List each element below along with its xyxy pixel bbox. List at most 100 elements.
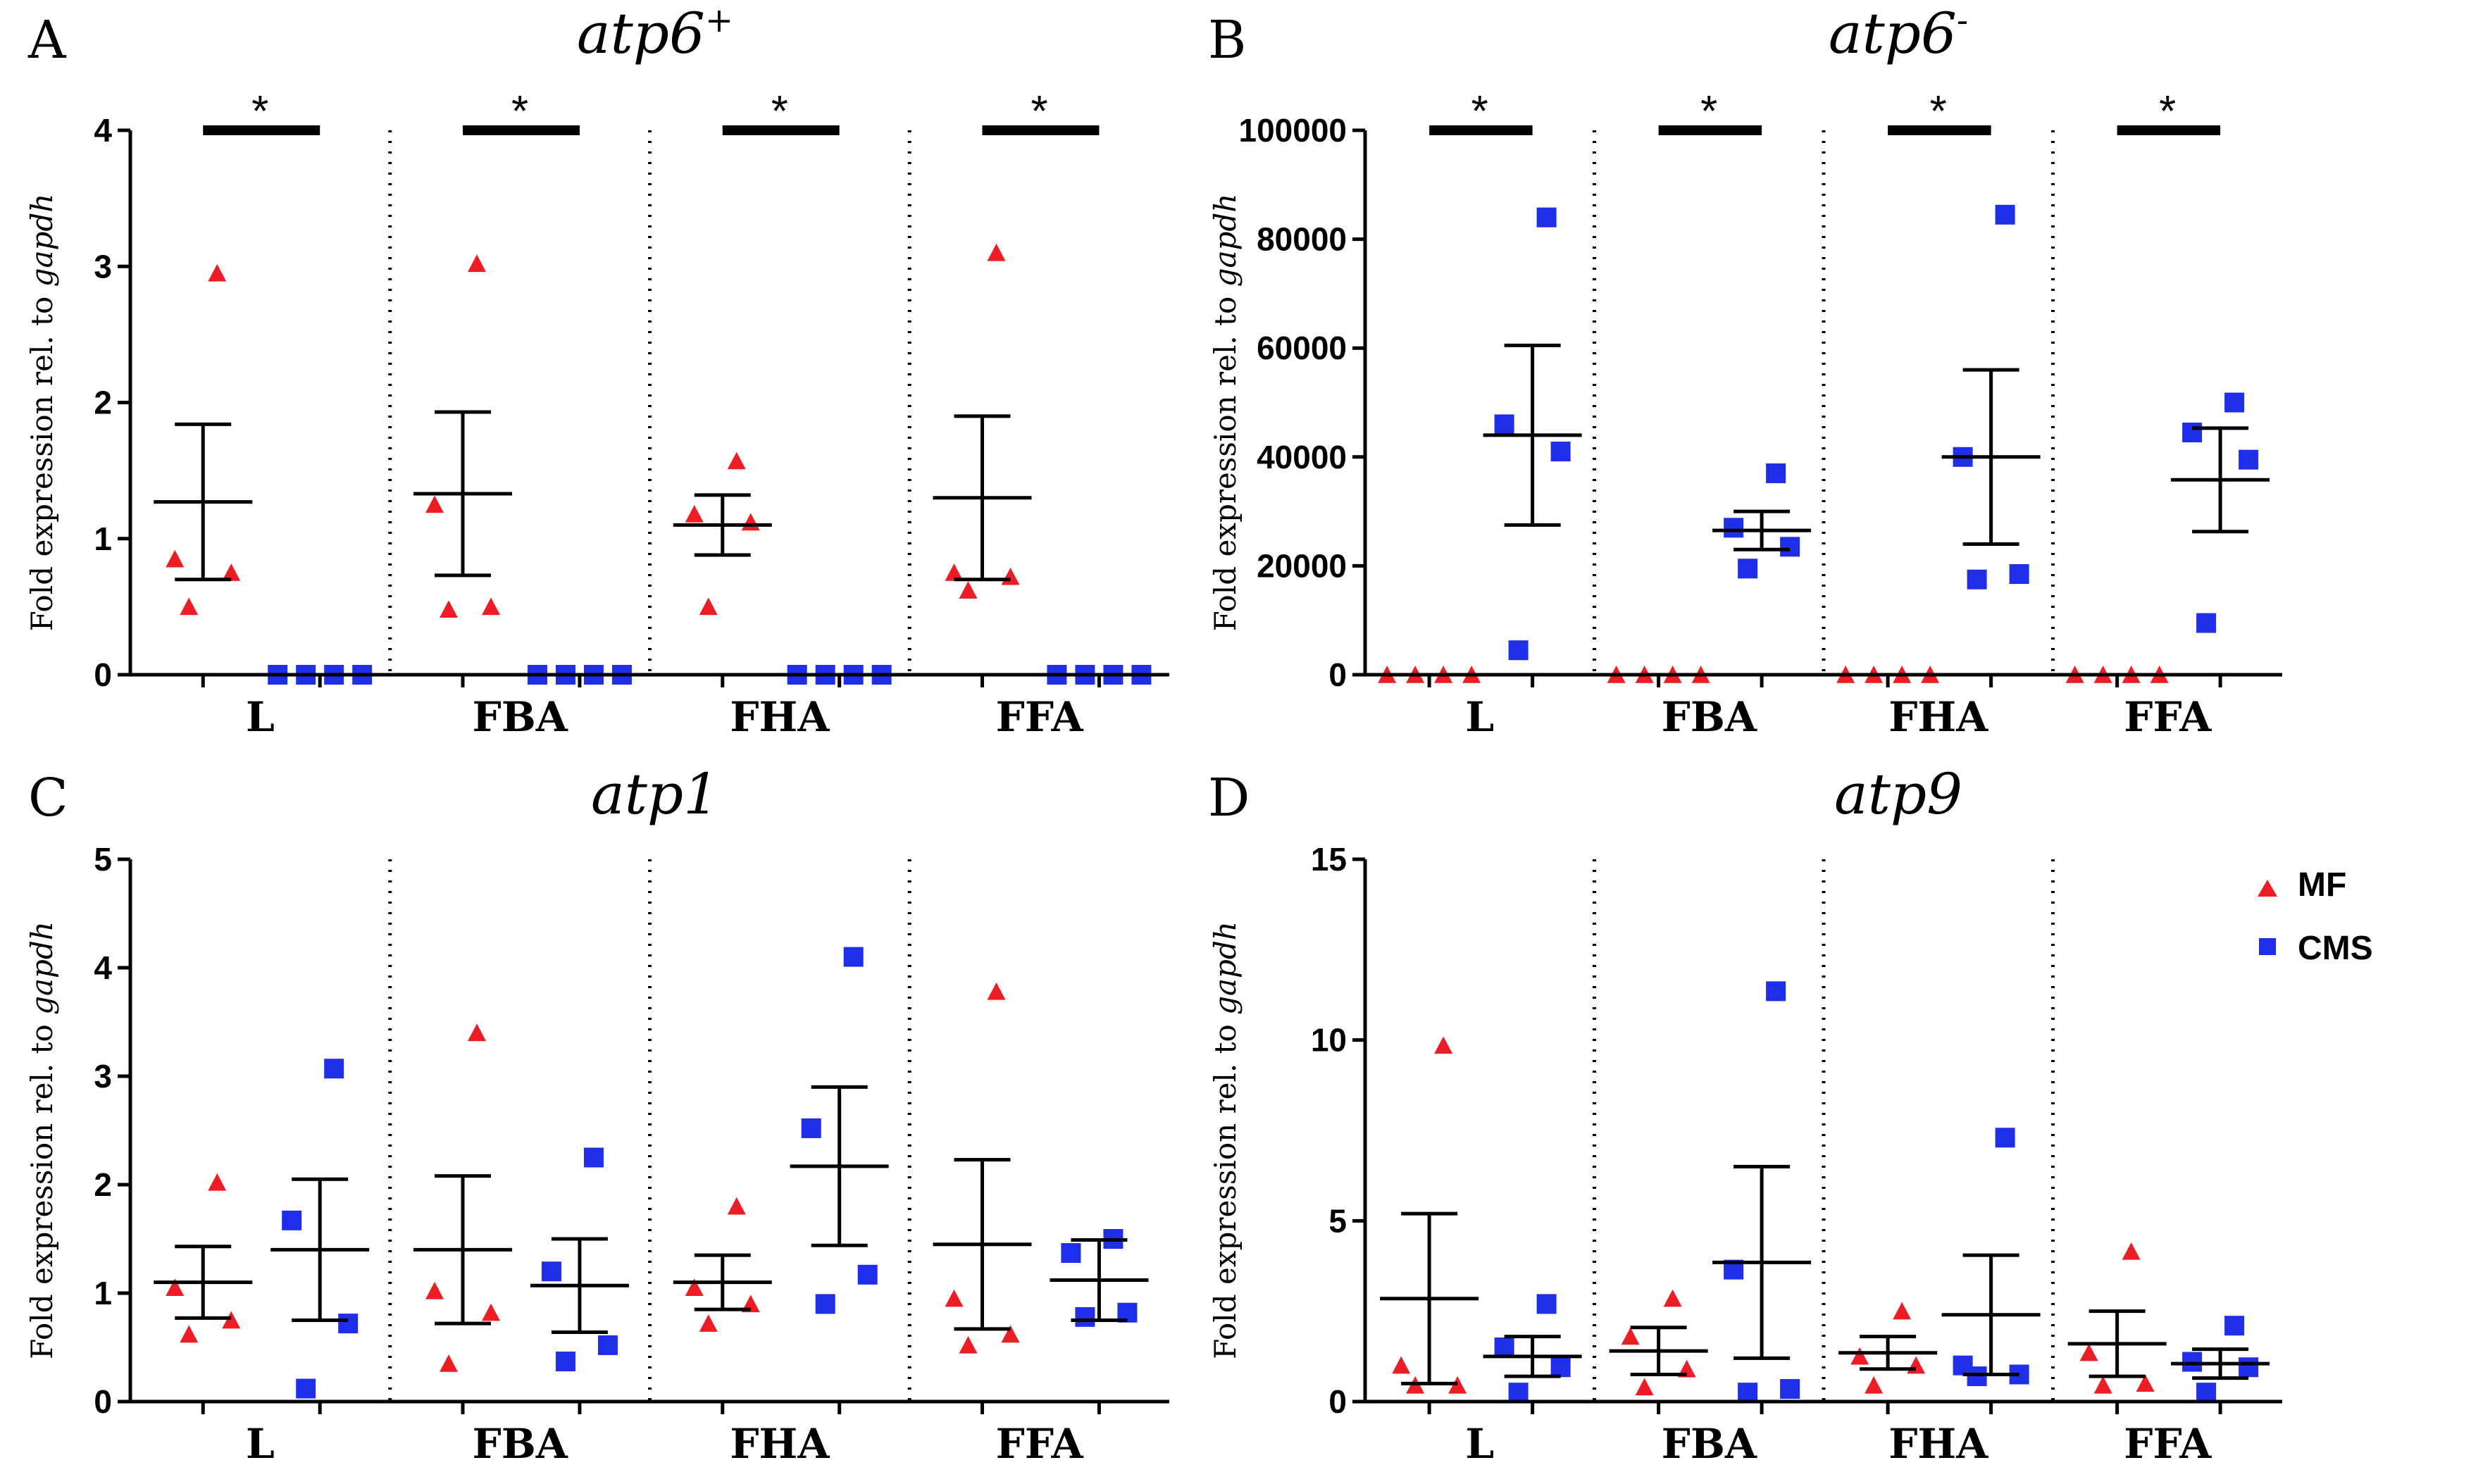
mf-data-point	[180, 1325, 199, 1343]
mf-data-point	[180, 597, 199, 616]
y-tick-label: 60000	[1257, 330, 1347, 366]
x-category-label: FHA	[730, 693, 830, 741]
significance-star: *	[1031, 87, 1048, 136]
y-axis-label: Fold expression rel. to gapdh	[1208, 194, 1243, 632]
cms-data-point	[1550, 1357, 1571, 1378]
cms-data-point	[801, 1118, 821, 1138]
chart-title: atp1	[591, 761, 719, 827]
y-tick-label: 15	[1311, 841, 1347, 878]
cms-data-point	[1494, 1338, 1514, 1357]
y-tick-label: 0	[1328, 656, 1347, 693]
y-tick-label: 1	[94, 520, 112, 557]
y-axis-label-gene: gapdh	[1208, 921, 1243, 1015]
cms-data-point	[2182, 423, 2203, 443]
cms-data-point	[1967, 569, 1987, 590]
mf-data-point	[727, 451, 746, 470]
cms-data-point	[2239, 449, 2259, 470]
mf-data-point	[222, 563, 241, 581]
y-tick-label: 5	[1328, 1202, 1347, 1239]
y-tick-label: 2	[94, 1166, 112, 1203]
cms-data-point	[1738, 559, 1758, 579]
mf-data-point	[1001, 567, 1020, 585]
mf-data-point	[468, 254, 486, 273]
mf-data-point	[1850, 1347, 1869, 1365]
significance-star: *	[1930, 87, 1947, 136]
cms-data-point	[1508, 640, 1529, 661]
y-axis-label-gene: gapdh	[1208, 194, 1243, 287]
cms-data-point	[1995, 204, 2015, 225]
y-tick-label: 1	[94, 1275, 112, 1311]
cms-data-point	[1494, 414, 1514, 435]
mf-data-point	[1865, 1376, 1884, 1394]
mf-data-point	[959, 1335, 978, 1354]
x-category-label: FBA	[473, 1420, 568, 1468]
mf-data-point	[685, 1278, 704, 1296]
chart-title-superscript: -	[1957, 1, 1968, 40]
mf-data-point	[440, 600, 458, 618]
cms-data-point	[2009, 563, 2029, 584]
cms-data-point	[296, 1378, 316, 1399]
y-tick-label: 4	[94, 112, 112, 149]
x-category-label: FFA	[2124, 693, 2212, 741]
mf-data-point	[1907, 1356, 1926, 1374]
cms-data-point	[843, 947, 864, 967]
mf-data-point	[1434, 1036, 1453, 1054]
significance-star: *	[771, 87, 788, 136]
mf-data-point	[2122, 1242, 2141, 1260]
cms-data-point	[857, 1264, 878, 1285]
cms-data-point	[2182, 1352, 2203, 1372]
mf-data-point	[987, 243, 1006, 261]
x-category-label: FFA	[2124, 1420, 2212, 1468]
x-category-label: L	[1465, 693, 1494, 741]
chart-title: atp6+	[577, 1, 733, 66]
y-tick-label: 4	[94, 949, 112, 986]
y-tick-label: 20000	[1257, 547, 1347, 584]
y-tick-label: 80000	[1257, 221, 1347, 258]
y-axis-label-text: Fold expression rel. to	[1208, 287, 1243, 631]
mf-data-point	[987, 982, 1006, 1000]
chart-title-gene: atp6	[1829, 1, 1957, 66]
y-axis-label: Fold expression rel. to gapdh	[25, 921, 59, 1359]
mf-data-point	[1893, 1302, 1912, 1320]
mf-data-point	[959, 581, 978, 599]
y-tick-label: 40000	[1257, 439, 1347, 475]
x-category-label: FHA	[1888, 693, 1988, 741]
mf-data-point	[208, 263, 227, 282]
mf-data-point	[440, 1354, 458, 1372]
cms-data-point	[1766, 463, 1786, 483]
y-axis-label-gene: gapdh	[25, 194, 59, 287]
x-category-label: L	[246, 1420, 275, 1468]
x-category-label: FBA	[1662, 693, 1757, 741]
y-tick-label: 5	[94, 841, 112, 878]
cms-data-point	[2196, 1383, 2217, 1403]
y-tick-label: 2	[94, 385, 112, 421]
mf-data-point	[1663, 1289, 1682, 1307]
cms-data-point	[1061, 1243, 1081, 1264]
cms-data-point	[555, 1352, 575, 1372]
significance-star: *	[1700, 87, 1717, 136]
mf-data-point	[945, 563, 964, 581]
x-category-label: FHA	[730, 1420, 830, 1468]
cms-data-point	[1738, 1383, 1758, 1403]
mf-data-point	[166, 549, 185, 568]
legend-label-mf: MF	[2298, 866, 2346, 904]
cms-data-point	[1536, 207, 1557, 227]
panel-letter: A	[27, 10, 67, 70]
panel-letter: C	[28, 768, 68, 828]
mf-data-point	[1001, 1325, 1020, 1343]
x-category-label: FFA	[996, 693, 1084, 741]
x-category-label: FBA	[473, 693, 568, 741]
cms-data-point	[1780, 1379, 1800, 1399]
cms-data-point	[815, 1294, 835, 1314]
cms-data-point	[282, 1210, 302, 1230]
mf-data-point	[482, 597, 500, 616]
mf-data-point	[468, 1023, 486, 1042]
y-tick-label: 0	[94, 656, 112, 693]
cms-data-point	[2239, 1357, 2259, 1378]
significance-star: *	[2159, 87, 2176, 136]
mf-data-point	[425, 495, 444, 513]
y-tick-label: 3	[94, 248, 112, 285]
